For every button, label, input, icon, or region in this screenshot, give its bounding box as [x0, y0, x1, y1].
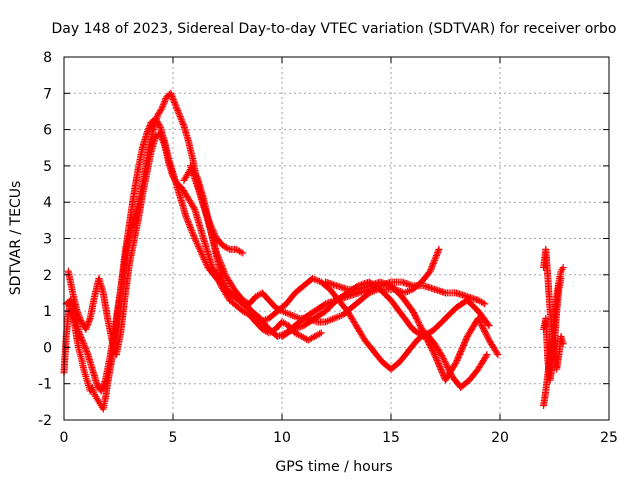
x-axis-label: GPS time / hours [275, 459, 392, 475]
x-tick-label: 0 [60, 430, 69, 446]
tick-labels: 0 5 10 15 20 25 -2 -1 0 1 2 3 4 5 6 7 8 [38, 50, 618, 446]
series-pass-c [64, 129, 325, 359]
data-marks [60, 89, 567, 413]
series-trace [65, 130, 324, 357]
y-axis-label: SDTVAR / TECUs [8, 181, 24, 296]
data-point [176, 111, 184, 119]
data-point [435, 245, 443, 253]
y-tick-label: 5 [43, 159, 52, 175]
x-tick-label: 5 [169, 430, 178, 446]
y-tick-label: -1 [38, 377, 52, 393]
data-point [483, 351, 491, 359]
series-trace [323, 279, 501, 383]
y-tick-label: -2 [38, 413, 52, 429]
series-pass-j [540, 274, 565, 384]
data-point [186, 224, 194, 232]
grid [64, 57, 609, 420]
x-tick-label: 10 [273, 430, 291, 446]
chart-title: Day 148 of 2023, Sidereal Day-to-day VTE… [52, 21, 617, 37]
x-tick-label: 20 [491, 430, 509, 446]
series-trace [187, 164, 490, 390]
y-tick-label: 8 [43, 50, 52, 66]
x-tick-label: 15 [382, 430, 400, 446]
data-point [197, 249, 205, 257]
series-trace [279, 279, 492, 340]
y-tick-label: 2 [43, 268, 52, 284]
y-tick-label: 0 [43, 340, 52, 356]
series-pass-g [322, 278, 502, 384]
y-tick-label: 3 [43, 232, 52, 248]
y-tick-label: 4 [43, 195, 52, 211]
y-tick-label: 1 [43, 304, 52, 320]
y-tick-label: 6 [43, 123, 52, 139]
series-pass-e [186, 162, 491, 391]
y-tick-label: 7 [43, 86, 52, 102]
series-trace [540, 276, 565, 382]
x-tick-label: 25 [600, 430, 618, 446]
series-pass-f [278, 278, 493, 341]
